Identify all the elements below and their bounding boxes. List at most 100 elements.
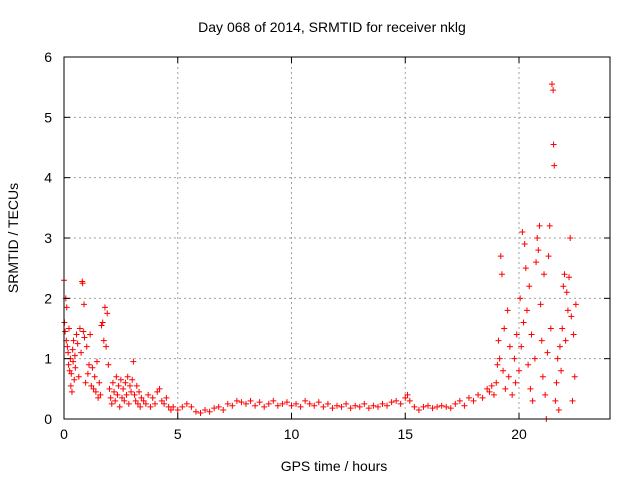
data-point — [393, 397, 400, 404]
data-point — [183, 400, 190, 407]
data-point — [66, 325, 73, 332]
data-point — [104, 310, 111, 317]
data-point — [533, 259, 540, 266]
data-point — [149, 394, 156, 401]
data-point — [243, 400, 249, 407]
data-point — [415, 406, 422, 413]
data-point — [76, 325, 83, 332]
data-point — [388, 399, 395, 406]
data-point — [537, 301, 544, 308]
data-point — [270, 397, 277, 404]
data-point — [352, 402, 359, 409]
data-point — [535, 247, 542, 254]
data-point — [553, 379, 560, 386]
data-point — [174, 406, 181, 413]
data-point — [365, 405, 372, 412]
data-point — [406, 397, 413, 404]
data-point — [103, 343, 110, 350]
x-tick-label: 20 — [511, 426, 527, 442]
data-point — [129, 376, 136, 383]
data-point — [71, 376, 78, 383]
data-point — [320, 403, 327, 410]
y-tick-label: 1 — [44, 351, 52, 367]
chart-title: Day 068 of 2014, SRMTID for receiver nkl… — [198, 19, 466, 35]
data-point — [132, 397, 139, 404]
data-point — [128, 388, 135, 395]
data-point — [461, 402, 468, 409]
data-point — [229, 402, 236, 409]
data-point — [552, 397, 559, 404]
data-point — [161, 400, 168, 407]
data-point — [147, 403, 154, 410]
data-point — [551, 162, 558, 169]
data-point — [544, 349, 551, 356]
data-point — [334, 402, 340, 409]
data-point — [379, 400, 386, 407]
data-point — [555, 406, 562, 413]
data-point — [68, 388, 75, 395]
data-point — [374, 403, 381, 410]
data-point — [100, 337, 107, 344]
data-point — [563, 289, 570, 296]
data-point — [142, 400, 149, 407]
data-point — [550, 87, 557, 94]
data-point — [66, 367, 73, 374]
data-point — [559, 325, 566, 332]
data-point — [114, 391, 121, 398]
data-point — [80, 328, 87, 335]
data-point — [564, 307, 571, 314]
x-tick-label: 5 — [174, 426, 182, 442]
data-point — [558, 367, 565, 374]
data-point — [538, 337, 545, 344]
data-point — [484, 385, 491, 392]
data-point — [518, 343, 525, 350]
data-point — [527, 385, 534, 392]
data-point — [541, 271, 548, 278]
data-point — [519, 228, 526, 235]
data-point — [121, 397, 128, 404]
data-point — [536, 222, 543, 229]
data-point — [302, 397, 309, 404]
data-point — [545, 253, 552, 260]
data-point — [145, 391, 152, 398]
data-point — [570, 331, 577, 338]
data-point — [90, 385, 97, 392]
data-point — [498, 271, 505, 278]
data-point — [111, 388, 118, 395]
data-point — [384, 402, 391, 409]
data-point — [567, 235, 574, 241]
axis-ticks: 0 5 10 15 20 0 1 2 3 4 5 6 — [44, 49, 610, 442]
data-point — [493, 379, 500, 386]
data-point — [112, 397, 119, 404]
data-point — [101, 304, 108, 311]
data-point — [95, 394, 102, 401]
data-point — [99, 319, 106, 326]
data-point — [506, 343, 513, 350]
data-point — [315, 399, 322, 406]
data-point — [509, 391, 516, 398]
x-tick-label: 0 — [60, 426, 68, 442]
data-point — [138, 394, 145, 401]
data-point — [88, 382, 95, 389]
data-point — [329, 405, 336, 412]
x-tick-label: 10 — [284, 426, 300, 442]
data-point — [158, 397, 165, 404]
data-point — [265, 400, 272, 407]
data-point — [81, 301, 88, 308]
data-point — [306, 400, 313, 407]
data-point — [550, 141, 557, 148]
data-point — [113, 373, 120, 380]
data-point — [89, 364, 96, 371]
data-point — [465, 394, 472, 401]
data-point — [67, 382, 74, 389]
data-point — [247, 397, 254, 404]
data-point — [571, 373, 578, 380]
data-point — [119, 394, 126, 401]
data-point — [479, 394, 486, 401]
data-point — [539, 373, 546, 380]
data-point — [107, 394, 114, 401]
data-point — [136, 388, 143, 395]
data-point — [486, 388, 493, 395]
data-point — [238, 399, 245, 406]
data-point — [370, 402, 377, 409]
